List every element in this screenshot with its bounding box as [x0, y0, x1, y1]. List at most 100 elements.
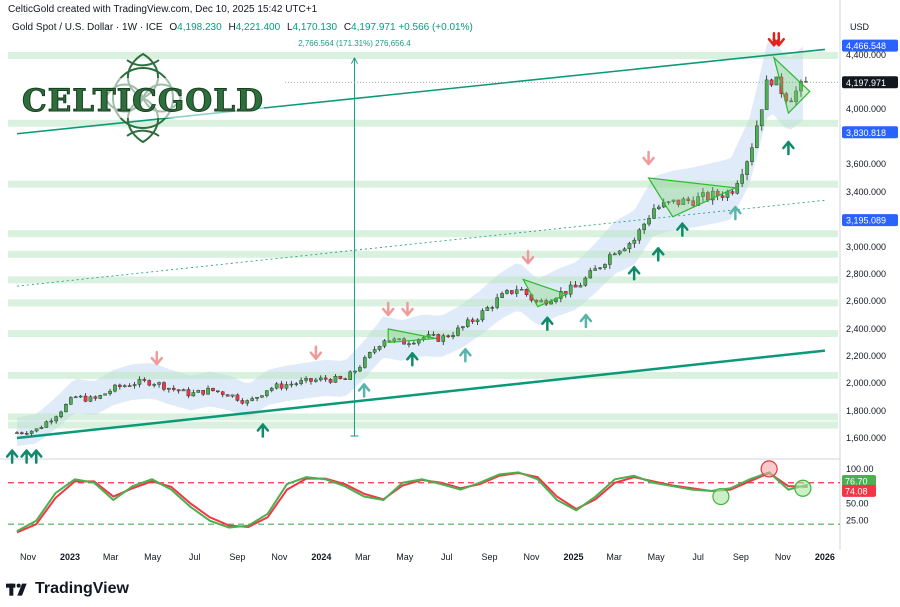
- candle-body: [225, 394, 230, 397]
- stoch-y-tick: 25.00: [846, 516, 869, 526]
- candle-body: [309, 378, 313, 382]
- candle-body: [794, 90, 798, 102]
- candle-body: [176, 389, 181, 392]
- candle-body: [367, 352, 372, 358]
- stoch-signal-circle: [712, 487, 730, 506]
- x-tick-label: Nov: [775, 552, 792, 562]
- x-tick-label: May: [144, 552, 162, 562]
- change-value: +0.566 (+0.01%): [398, 22, 473, 33]
- price-label-box: [842, 76, 898, 89]
- candle-body: [446, 335, 450, 338]
- candle-body: [485, 307, 490, 311]
- candle-body: [431, 334, 436, 336]
- candle-body: [612, 253, 617, 256]
- high-label: H: [228, 22, 236, 33]
- y-axis-unit: USD: [850, 22, 870, 32]
- candle-body: [255, 397, 259, 399]
- support-zone: [8, 421, 838, 429]
- candle-body: [465, 319, 470, 327]
- ohlc-legend: Gold Spot / U.S. Dollar · 1W · ICE O4,19…: [12, 22, 473, 33]
- candle-body: [799, 81, 803, 92]
- up-arrow-icon: [676, 222, 689, 237]
- candle-body: [132, 384, 137, 386]
- symbol-name[interactable]: Gold Spot / U.S. Dollar · 1W · ICE: [12, 22, 163, 33]
- x-tick-label: Sep: [733, 552, 749, 562]
- up-arrow-icon: [541, 316, 554, 332]
- price-label-box: [842, 126, 898, 139]
- stoch-value-label: 76.70: [845, 477, 868, 487]
- candle-body: [220, 391, 225, 395]
- candle-body: [230, 394, 235, 397]
- price-label-box: [842, 39, 898, 52]
- candle-body: [39, 427, 44, 429]
- candle-body: [759, 109, 764, 127]
- x-tick-label: Mar: [103, 552, 119, 562]
- candle-body: [583, 277, 588, 286]
- candle-body: [559, 291, 563, 299]
- support-zone: [8, 276, 838, 284]
- x-tick-label: Nov: [20, 552, 37, 562]
- support-zone: [8, 230, 838, 238]
- candle-body: [740, 174, 744, 184]
- candle-body: [603, 264, 607, 268]
- candle-body: [24, 433, 29, 435]
- x-tick-label: Nov: [271, 552, 288, 562]
- y-tick-label: 3,600.000: [846, 159, 886, 169]
- candle-body: [240, 400, 245, 404]
- candle-body: [514, 289, 519, 294]
- candle-body: [461, 326, 465, 329]
- stoch-value-box: [842, 475, 876, 488]
- candle-body: [103, 393, 107, 396]
- up-arrow-icon: [579, 313, 593, 329]
- candle-body: [568, 284, 573, 295]
- candle-body: [510, 290, 514, 294]
- y-tick-label: 1,800.000: [846, 406, 886, 416]
- candle-body: [196, 390, 201, 393]
- down-arrow-icon: [150, 350, 164, 366]
- support-zone: [8, 371, 838, 379]
- price-label-box: [842, 214, 898, 227]
- candle-body: [260, 395, 264, 398]
- candle-body: [294, 383, 299, 385]
- candle-body: [549, 301, 553, 305]
- candle-body: [710, 190, 715, 201]
- candle-body: [348, 371, 352, 380]
- candle-body: [789, 100, 793, 103]
- candle-body: [167, 387, 171, 390]
- down-arrow-icon: [772, 31, 786, 47]
- candle-body: [98, 395, 103, 399]
- candle-body: [573, 284, 578, 288]
- tradingview-brand[interactable]: TradingView: [6, 580, 129, 598]
- down-arrow-icon: [642, 150, 655, 166]
- candle-body: [539, 300, 544, 303]
- candle-body: [730, 191, 735, 194]
- candle-body: [29, 430, 34, 434]
- stoch-y-tick: 100.00: [846, 464, 874, 474]
- candle-body: [358, 367, 362, 372]
- support-zone: [8, 413, 838, 421]
- down-arrow-icon: [401, 301, 414, 317]
- candle-body: [333, 376, 338, 383]
- x-tick-label: 2026: [815, 552, 835, 562]
- x-tick-label: Sep: [481, 552, 497, 562]
- candle-body: [152, 384, 156, 386]
- stoch-value-label: 74.08: [845, 486, 868, 496]
- candle-body: [353, 370, 357, 373]
- candle-body: [250, 398, 254, 401]
- candle-body: [69, 397, 73, 405]
- candle-body: [593, 268, 597, 271]
- candle-body: [505, 290, 509, 294]
- triangle-pattern: [387, 328, 437, 344]
- candle-body: [416, 339, 421, 344]
- down-arrow-icon: [381, 301, 395, 317]
- candle-body: [338, 376, 343, 379]
- stoch-y-tick: 50.00: [846, 498, 869, 508]
- candle-body: [598, 267, 602, 269]
- candle-body: [755, 125, 759, 148]
- stoch-signal-circle: [760, 460, 778, 478]
- tradingview-brand-label: TradingView: [35, 580, 129, 597]
- candle-body: [191, 392, 196, 397]
- x-tick-label: Mar: [355, 552, 371, 562]
- candle-body: [118, 384, 122, 387]
